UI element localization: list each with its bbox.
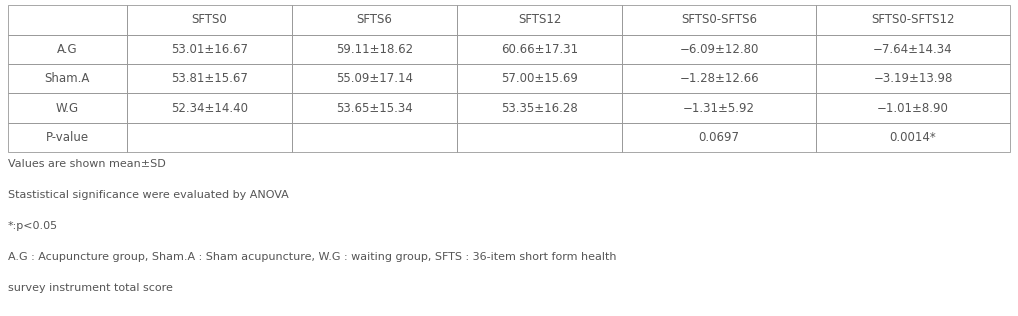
Bar bbox=[127, 64, 292, 94]
Bar bbox=[127, 5, 292, 34]
Text: P-value: P-value bbox=[46, 131, 89, 144]
Bar bbox=[8, 64, 127, 94]
Text: SFTS0-SFTS6: SFTS0-SFTS6 bbox=[681, 13, 757, 26]
Bar bbox=[457, 94, 622, 123]
Bar bbox=[292, 64, 457, 94]
Bar bbox=[622, 34, 816, 64]
Bar bbox=[8, 5, 127, 34]
Bar bbox=[622, 123, 816, 153]
Bar bbox=[127, 34, 292, 64]
Text: W.G: W.G bbox=[56, 102, 79, 115]
Bar bbox=[457, 5, 622, 34]
Bar bbox=[816, 34, 1010, 64]
Text: −7.64±14.34: −7.64±14.34 bbox=[873, 43, 953, 56]
Bar bbox=[816, 123, 1010, 153]
Text: −3.19±13.98: −3.19±13.98 bbox=[873, 72, 953, 85]
Bar bbox=[292, 34, 457, 64]
Bar bbox=[457, 64, 622, 94]
Text: A.G : Acupuncture group, Sham.A : Sham acupuncture, W.G : waiting group, SFTS : : A.G : Acupuncture group, Sham.A : Sham a… bbox=[8, 252, 617, 263]
Bar bbox=[127, 94, 292, 123]
Bar bbox=[292, 94, 457, 123]
Text: 0.0014*: 0.0014* bbox=[890, 131, 937, 144]
Bar bbox=[622, 5, 816, 34]
Text: Stastistical significance were evaluated by ANOVA: Stastistical significance were evaluated… bbox=[8, 191, 289, 200]
Text: SFTS0-SFTS12: SFTS0-SFTS12 bbox=[871, 13, 955, 26]
Bar bbox=[816, 5, 1010, 34]
Bar bbox=[816, 64, 1010, 94]
Bar bbox=[8, 34, 127, 64]
Text: 52.34±14.40: 52.34±14.40 bbox=[171, 102, 248, 115]
Text: SFTS6: SFTS6 bbox=[356, 13, 393, 26]
Text: −1.28±12.66: −1.28±12.66 bbox=[679, 72, 759, 85]
Bar bbox=[292, 123, 457, 153]
Text: Sham.A: Sham.A bbox=[45, 72, 91, 85]
Text: 53.81±15.67: 53.81±15.67 bbox=[171, 72, 247, 85]
Bar bbox=[292, 5, 457, 34]
Text: survey instrument total score: survey instrument total score bbox=[8, 283, 173, 294]
Text: 55.09±17.14: 55.09±17.14 bbox=[336, 72, 413, 85]
Text: SFTS0: SFTS0 bbox=[191, 13, 227, 26]
Bar bbox=[8, 123, 127, 153]
Bar bbox=[816, 94, 1010, 123]
Bar bbox=[8, 94, 127, 123]
Text: −1.31±5.92: −1.31±5.92 bbox=[683, 102, 755, 115]
Text: *:p<0.05: *:p<0.05 bbox=[8, 222, 58, 232]
Text: 53.35±16.28: 53.35±16.28 bbox=[501, 102, 578, 115]
Text: −6.09±12.80: −6.09±12.80 bbox=[679, 43, 758, 56]
Text: SFTS12: SFTS12 bbox=[518, 13, 561, 26]
Bar bbox=[127, 123, 292, 153]
Text: 59.11±18.62: 59.11±18.62 bbox=[336, 43, 413, 56]
Text: 60.66±17.31: 60.66±17.31 bbox=[501, 43, 578, 56]
Text: −1.01±8.90: −1.01±8.90 bbox=[878, 102, 949, 115]
Bar bbox=[457, 123, 622, 153]
Text: 0.0697: 0.0697 bbox=[698, 131, 740, 144]
Text: Values are shown mean±SD: Values are shown mean±SD bbox=[8, 160, 166, 169]
Bar bbox=[457, 34, 622, 64]
Text: 53.01±16.67: 53.01±16.67 bbox=[171, 43, 248, 56]
Bar bbox=[622, 94, 816, 123]
Text: 53.65±15.34: 53.65±15.34 bbox=[336, 102, 413, 115]
Bar bbox=[622, 64, 816, 94]
Text: A.G: A.G bbox=[57, 43, 77, 56]
Text: 57.00±15.69: 57.00±15.69 bbox=[501, 72, 578, 85]
